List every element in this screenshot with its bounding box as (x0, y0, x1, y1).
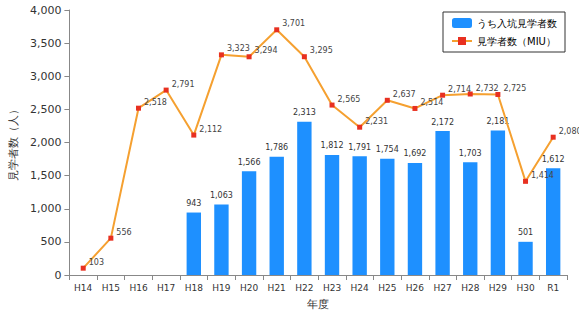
svg-text:0: 0 (54, 269, 61, 282)
svg-text:2,000: 2,000 (30, 136, 62, 149)
svg-text:H16: H16 (129, 283, 147, 293)
svg-text:2,791: 2,791 (172, 80, 195, 89)
svg-text:2,518: 2,518 (144, 98, 167, 107)
svg-text:2,637: 2,637 (393, 90, 416, 99)
svg-text:H19: H19 (212, 283, 230, 293)
svg-text:1,414: 1,414 (531, 171, 554, 180)
svg-text:H27: H27 (433, 283, 451, 293)
svg-text:H20: H20 (240, 283, 258, 293)
svg-text:H22: H22 (295, 283, 313, 293)
svg-text:年度: 年度 (307, 298, 329, 311)
svg-text:2,112: 2,112 (199, 125, 222, 134)
svg-text:1,566: 1,566 (238, 158, 261, 167)
svg-text:2,500: 2,500 (30, 103, 62, 116)
svg-text:H15: H15 (102, 283, 120, 293)
svg-text:1,000: 1,000 (30, 202, 62, 215)
svg-text:1,500: 1,500 (30, 169, 62, 182)
svg-text:1,754: 1,754 (376, 145, 399, 154)
svg-text:3,701: 3,701 (282, 19, 305, 28)
svg-text:2,514: 2,514 (420, 98, 443, 107)
svg-text:2,725: 2,725 (503, 84, 526, 93)
svg-text:2,714: 2,714 (448, 85, 471, 94)
svg-text:うち入坑見学者数: うち入坑見学者数 (477, 18, 557, 29)
svg-text:2,172: 2,172 (431, 118, 454, 127)
svg-text:見学者数（MIU）: 見学者数（MIU） (477, 36, 556, 47)
svg-text:943: 943 (186, 199, 201, 208)
svg-text:H24: H24 (351, 283, 369, 293)
svg-text:2,181: 2,181 (486, 117, 510, 126)
svg-text:3,295: 3,295 (310, 46, 333, 55)
svg-text:1,692: 1,692 (403, 149, 426, 158)
svg-text:H25: H25 (378, 283, 396, 293)
svg-text:1,786: 1,786 (265, 143, 288, 152)
svg-text:103: 103 (89, 258, 104, 267)
svg-text:3,294: 3,294 (255, 46, 278, 55)
svg-text:1,063: 1,063 (210, 191, 233, 200)
svg-text:501: 501 (518, 228, 533, 237)
svg-text:2,565: 2,565 (338, 95, 361, 104)
svg-text:1,791: 1,791 (348, 143, 371, 152)
svg-text:3,500: 3,500 (30, 37, 62, 50)
svg-text:1,612: 1,612 (542, 155, 565, 164)
svg-text:H26: H26 (406, 283, 424, 293)
svg-text:2,732: 2,732 (476, 84, 499, 93)
svg-text:2,231: 2,231 (365, 117, 388, 126)
svg-text:500: 500 (40, 235, 61, 248)
svg-text:見学者数（人）: 見学者数（人） (7, 104, 20, 181)
svg-text:1,812: 1,812 (321, 141, 344, 150)
svg-text:2,080: 2,080 (559, 127, 579, 136)
svg-text:H30: H30 (516, 283, 534, 293)
svg-text:H28: H28 (461, 283, 479, 293)
svg-text:2,313: 2,313 (293, 108, 316, 117)
svg-text:1,703: 1,703 (459, 149, 482, 158)
svg-text:3,323: 3,323 (227, 44, 250, 53)
svg-text:R1: R1 (547, 283, 559, 293)
svg-text:H17: H17 (157, 283, 175, 293)
svg-text:H14: H14 (74, 283, 92, 293)
svg-text:3,000: 3,000 (30, 70, 62, 83)
svg-text:H23: H23 (323, 283, 341, 293)
svg-text:H21: H21 (268, 283, 286, 293)
svg-text:4,000: 4,000 (30, 4, 62, 17)
svg-text:H18: H18 (185, 283, 203, 293)
svg-text:556: 556 (116, 228, 131, 237)
svg-text:H29: H29 (489, 283, 507, 293)
